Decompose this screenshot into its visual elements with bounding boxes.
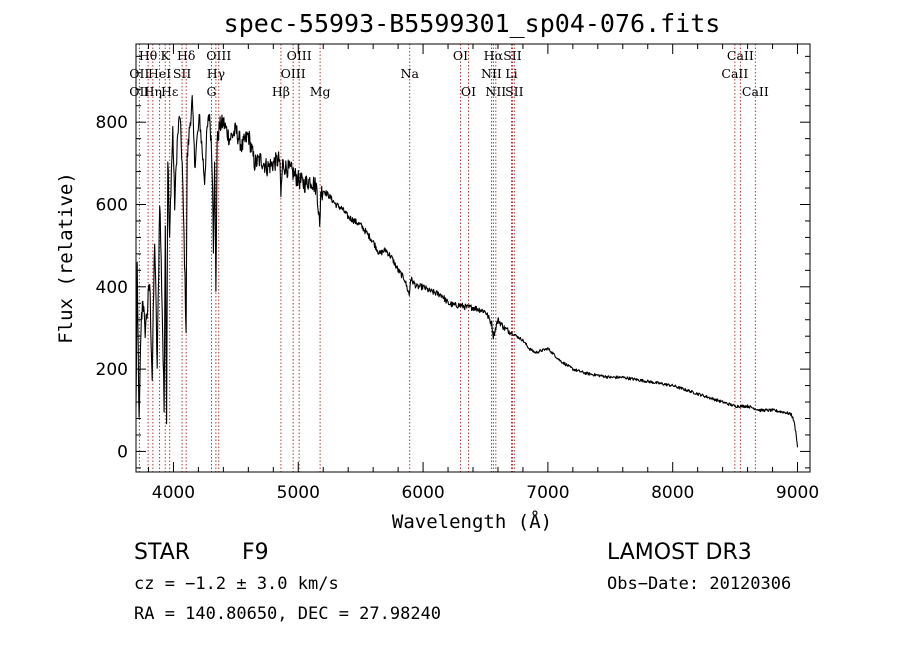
spectral-line-label: HeI [148,66,171,81]
plot-frame [135,43,811,473]
spectral-line-label: SII [173,66,192,81]
spectral-line-label: K [161,48,171,63]
x-tick-label: 6000 [401,483,444,503]
spectral-line-label: OII [129,84,149,99]
spectral-line-label: Hγ [207,66,225,81]
y-tick-label: 0 [117,442,128,462]
y-tick-label: 200 [96,360,128,380]
spectral-line-label: G [207,84,217,99]
spectral-line-label: Hδ [177,48,195,63]
spectral-line-markers [138,44,756,472]
redshift-velocity: cz = −1.2 ± 3.0 km/s [134,574,339,594]
y-tick-label: 800 [96,113,128,133]
spectral-line-label: Hη [144,84,162,99]
spectral-line-label: NII [485,84,506,99]
observation-date: Obs−Date: 20120306 [607,574,791,594]
spectral-line-label: CaII [742,84,769,99]
spectrum-trace [135,95,799,448]
spectral-line-label: SII [505,84,524,99]
x-tick-label: 8000 [651,483,694,503]
spectral-line-label: OIII [206,48,231,63]
spectrum-line [135,95,799,448]
spectral-line-label: SII [503,48,522,63]
spectral-line-label: Hβ [272,84,290,99]
spectral-line-label: Hθ [139,48,157,63]
survey-name: LAMOST DR3 [607,540,752,565]
coordinates: RA = 140.80650, DEC = 27.98240 [134,604,441,624]
spectral-line-label: OIII [287,48,312,63]
spectral-line-label: OI [461,84,476,99]
spectral-line-label: Li [505,66,517,81]
x-axis-title: Wavelength (Å) [392,510,552,533]
x-tick-label: 7000 [526,483,569,503]
x-tick-label: 9000 [776,483,819,503]
spectral-line-label: Hε [161,84,178,99]
x-tick-label: 5000 [277,483,320,503]
spectral-line-label: Hα [484,48,504,63]
object-subclass: F9 [242,540,269,565]
spectral-line-label: OI [453,48,468,63]
footer-info: STAR F9 LAMOST DR3 cz = −1.2 ± 3.0 km/s … [134,540,791,624]
chart-title: spec-55993-B5599301_sp04-076.fits [224,9,721,38]
spectral-line-label: CaII [721,66,748,81]
y-axis-title: Flux (relative) [55,172,77,344]
object-type: STAR [134,540,190,565]
x-tick-label: 4000 [152,483,195,503]
spectral-line-label: NII [481,66,502,81]
spectral-line-label: Na [401,66,420,81]
y-tick-label: 400 [96,278,128,298]
y-tick-label: 600 [96,196,128,216]
axis-ticks: 4000 5000 6000 7000 8000 9000 0 200 400 600 800 [96,44,819,503]
spectral-line-label: Mg [310,84,331,99]
spectral-line-label: OIII [281,66,306,81]
spectral-line-label: CaII [727,48,754,63]
spectral-line-label: OII [129,66,149,81]
